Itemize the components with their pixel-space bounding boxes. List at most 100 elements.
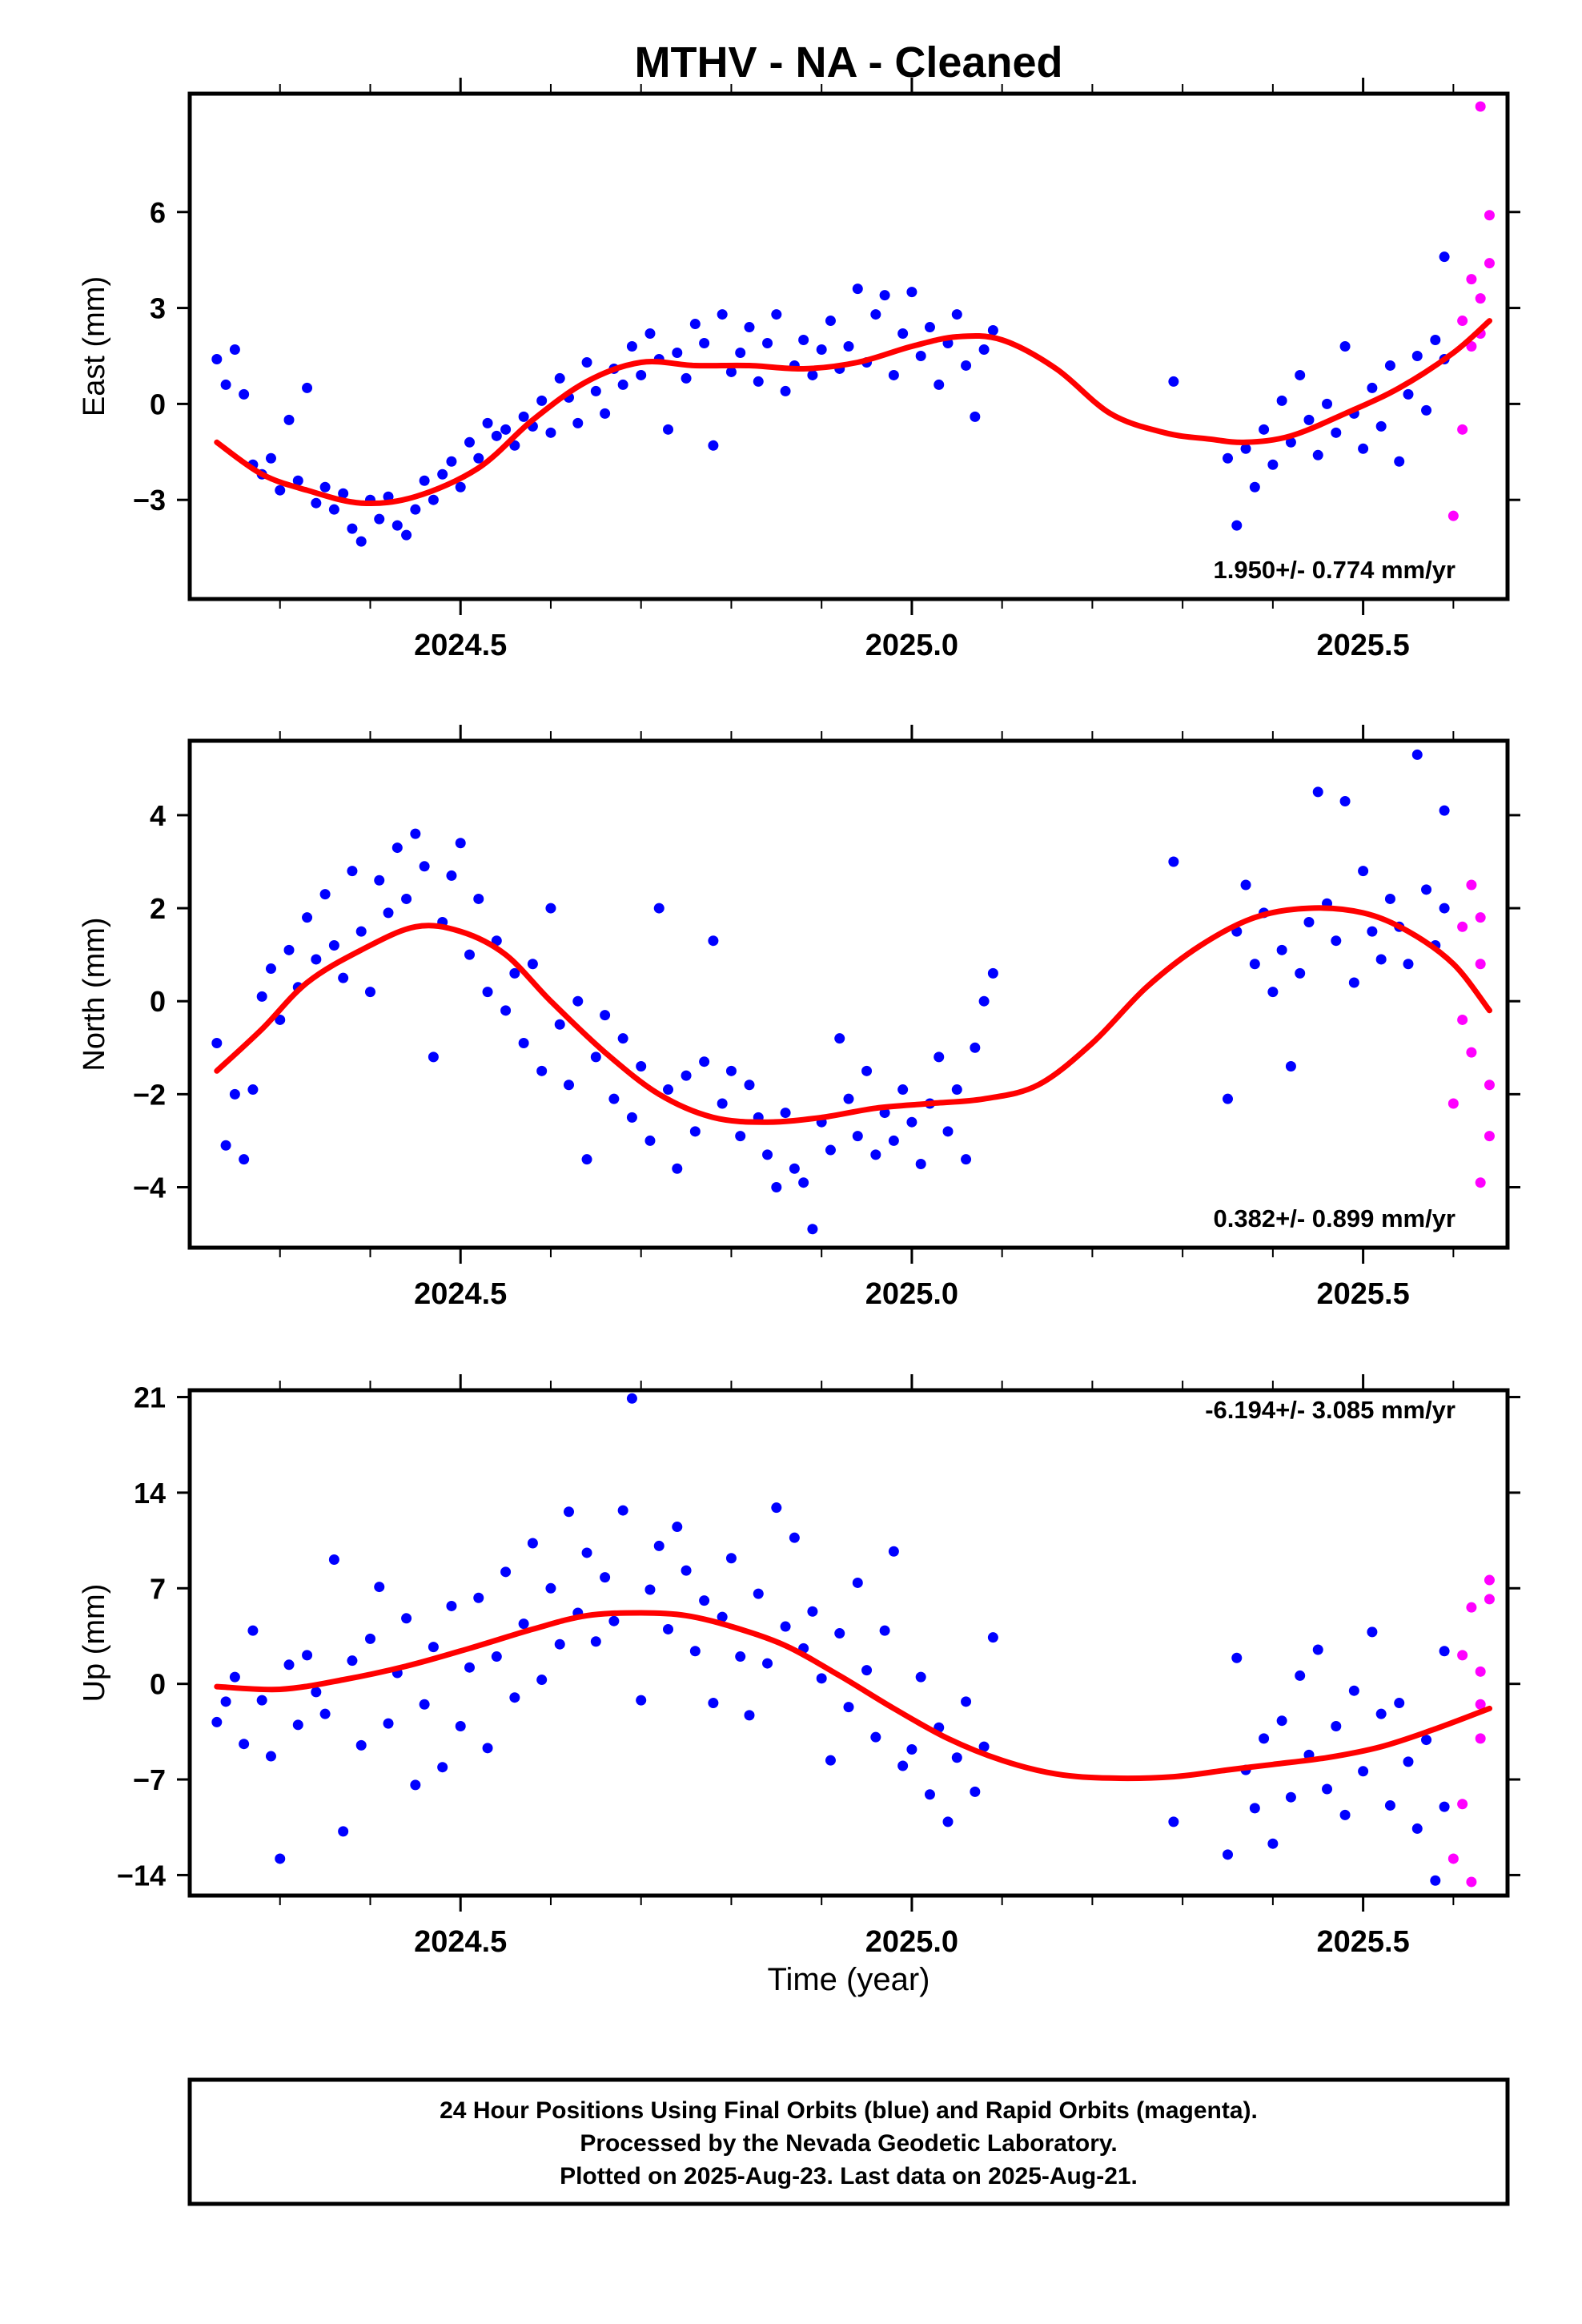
north-final-point [843,1093,854,1104]
east-final-point [1223,452,1234,464]
north-final-point [275,1014,286,1025]
north-rapid-point [1475,1177,1486,1188]
up-final-point [229,1671,240,1683]
east-final-point [1403,388,1414,400]
up-rapid-point [1457,1799,1468,1810]
north-final-point [951,1084,962,1096]
up-final-point [1322,1783,1333,1795]
up-final-point [825,1755,836,1766]
north-final-point [1331,935,1342,947]
east-final-point [771,309,782,320]
east-final-point [1168,376,1179,387]
up-xtick-label: 2025.5 [1316,1925,1409,1959]
up-final-point [834,1628,845,1639]
up-final-point [600,1572,611,1583]
north-final-point [419,861,430,872]
north-final-point [220,1140,231,1151]
up-final-point [906,1744,917,1755]
east-rapid-point [1484,210,1495,221]
east-final-point [807,369,818,380]
up-final-point [1267,1838,1279,1849]
north-final-point [500,1005,512,1016]
east-final-point [717,309,728,320]
east-rapid-point [1484,258,1495,269]
north-rapid-point [1466,1047,1477,1058]
up-final-point [978,1741,990,1752]
up-final-point [473,1592,484,1603]
up-final-point [970,1786,981,1797]
east-final-point [239,388,250,400]
up-xtick-label: 2024.5 [414,1925,507,1959]
east-final-point [1430,335,1441,346]
north-final-point [1375,954,1387,965]
up-final-point [735,1651,746,1663]
north-final-point [1358,866,1369,877]
east-final-point [708,440,719,451]
north-fit-line [214,905,1492,1125]
up-final-point [951,1752,962,1763]
up-final-point [292,1719,303,1731]
north-final-point [1384,893,1395,904]
footer-line-3: Plotted on 2025-Aug-23. Last data on 202… [560,2163,1138,2189]
north-final-point [446,870,457,881]
east-final-point [581,356,592,368]
up-final-point [283,1659,295,1671]
east-ylabel: East (mm) [78,276,111,416]
east-final-point [744,322,755,333]
up-rapid-point [1484,1574,1495,1586]
north-final-point [1168,856,1179,867]
up-final-point [843,1702,854,1713]
north-final-point [1303,916,1315,927]
up-final-point [617,1505,628,1516]
north-final-point [1339,795,1351,806]
east-ytick-label: −3 [133,484,166,517]
north-final-point [672,1163,683,1174]
east-final-point [473,452,484,464]
x-axis-label: Time (year) [768,1962,930,1997]
up-ytick-label: 7 [150,1572,166,1605]
east-ytick-label: 0 [150,388,166,420]
chart-title: MTHV - NA - Cleaned [634,38,1062,86]
east-final-point [229,344,240,355]
up-final-point [347,1655,358,1667]
east-xtick-label: 2025.5 [1316,629,1409,662]
north-ytick-label: 2 [150,892,166,925]
north-final-point [942,1126,954,1137]
up-final-point [581,1547,592,1558]
east-rapid-point [1457,424,1468,435]
up-panel: −14 −7 0 7 14 21 2024.5 2025.0 2025.5 Up (mm) -6.1… [78,1374,1520,1959]
north-final-point [636,1061,647,1072]
up-final-point [1375,1708,1387,1719]
up-ytick-label: −7 [133,1763,166,1796]
east-final-point [987,325,998,336]
north-final-point [644,1135,656,1146]
north-final-point [1223,1093,1234,1104]
up-final-point [401,1613,412,1624]
north-final-point [509,967,520,979]
up-xtick-label: 2025.0 [865,1925,958,1959]
east-final-point [265,452,276,464]
up-final-point [780,1621,791,1632]
north-final-point [1285,1061,1296,1072]
north-final-point [239,1154,250,1165]
east-final-point [934,379,945,390]
north-final-point [473,893,484,904]
north-final-point [355,926,367,937]
up-final-point [689,1646,701,1657]
east-final-point [518,411,529,422]
up-final-point [816,1673,827,1684]
up-final-point [491,1651,502,1663]
east-final-point [735,347,746,358]
east-final-point [1421,404,1432,416]
up-final-point [888,1546,899,1557]
up-final-point [446,1600,457,1611]
up-final-point [364,1633,375,1644]
up-final-point [1367,1626,1378,1638]
up-final-point [725,1553,737,1564]
up-ytick-label: 14 [134,1477,166,1510]
up-rate-label: -6.194+/- 3.085 mm/yr [1205,1396,1456,1424]
north-final-point [364,987,375,998]
north-final-point [1276,944,1287,955]
up-final-point [1394,1698,1405,1709]
east-final-point [1285,436,1296,448]
